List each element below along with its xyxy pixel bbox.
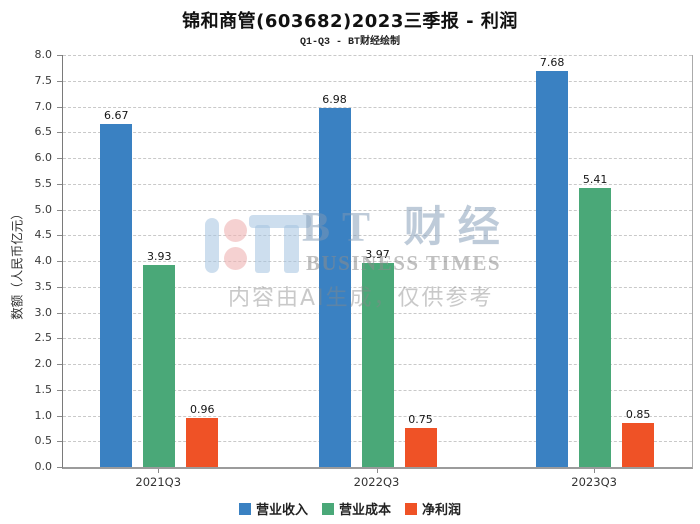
y-tick-label: 5.5 <box>34 176 53 190</box>
chart-title: 锦和商管(603682)2023三季报 - 利润 <box>182 11 518 32</box>
bar-column: 6.67 <box>100 55 133 467</box>
y-tick-mark <box>57 132 62 134</box>
bar-value-label: 6.67 <box>103 108 129 122</box>
bar-column: 0.75 <box>404 55 437 467</box>
bar-2021q3 <box>143 264 176 467</box>
x-tick-mark <box>158 469 160 473</box>
chart-subtitle: Q1-Q3 - BT财经绘制 <box>299 37 400 48</box>
gridline <box>63 183 692 185</box>
y-tick-label: 1.5 <box>34 382 53 396</box>
y-tick-mark <box>57 389 62 391</box>
y-tick-mark <box>57 441 62 443</box>
bar-2022q3 <box>361 262 394 467</box>
bar-value-label: 0.96 <box>189 402 215 416</box>
bar-value-label: 7.68 <box>539 56 565 70</box>
y-tick-mark <box>57 55 62 56</box>
y-tick-label: 5.0 <box>34 202 53 216</box>
y-tick-mark <box>57 364 62 365</box>
legend-swatch-cost <box>321 502 334 515</box>
legend-label: 净利润 <box>422 503 462 518</box>
y-tick-label: 8.0 <box>34 48 53 61</box>
legend: 营业收入 营业成本 净利润 <box>0 499 700 518</box>
gridline <box>63 106 692 108</box>
legend-item-cost: 营业成本 <box>321 499 391 518</box>
y-tick-label: 3.0 <box>34 305 53 319</box>
bar-2023q3 <box>622 423 655 467</box>
bar-2021q3 <box>186 417 219 467</box>
bar-value-label: 3.93 <box>146 249 172 263</box>
bar-2022q3 <box>404 428 437 467</box>
gridline <box>63 235 692 237</box>
bar-2021q3 <box>100 123 133 467</box>
bar-value-label: 0.75 <box>408 413 433 427</box>
y-tick-mark <box>57 209 62 211</box>
bar-column: 7.68 <box>536 55 569 467</box>
legend-item-net-profit: 净利润 <box>405 499 461 518</box>
bar-group-2023q3: 7.68 5.41 0.85 <box>536 55 655 467</box>
bar-column: 0.85 <box>622 55 655 467</box>
y-tick-mark <box>57 235 62 237</box>
gridline <box>63 158 692 159</box>
bar-column: 3.97 <box>361 55 394 467</box>
x-tick-label: 2023Q3 <box>571 475 617 489</box>
x-tick-mark <box>376 469 378 473</box>
y-tick-mark <box>57 312 62 314</box>
y-tick-label: 0.5 <box>34 434 53 448</box>
y-tick-label: 6.0 <box>34 151 53 164</box>
y-tick-mark <box>57 286 62 288</box>
legend-swatch-net-profit <box>405 502 417 515</box>
bar-value-label: 0.85 <box>625 408 651 422</box>
bar-2023q3 <box>579 188 612 467</box>
y-tick-mark <box>57 106 62 108</box>
bar-column: 3.93 <box>143 55 176 467</box>
legend-item-revenue: 营业收入 <box>238 499 308 518</box>
bar-column: 6.98 <box>318 55 351 467</box>
bar-2023q3 <box>536 71 569 467</box>
y-tick-label: 2.0 <box>34 357 53 370</box>
gridline <box>63 261 692 262</box>
bar-value-label: 3.97 <box>365 247 390 261</box>
legend-swatch-revenue <box>238 502 251 515</box>
y-tick-label: 4.5 <box>34 228 53 242</box>
gridline <box>63 132 692 134</box>
bar-value-label: 6.98 <box>322 92 347 106</box>
y-tick-label: 7.0 <box>34 99 53 113</box>
y-tick-label: 4.0 <box>34 254 53 267</box>
y-tick-label: 6.5 <box>34 125 53 139</box>
x-tick-mark <box>594 469 596 473</box>
y-tick-label: 3.5 <box>34 279 53 293</box>
x-tick-label: 2022Q3 <box>353 475 400 489</box>
y-axis: 0.0 0.5 1.0 1.5 2.0 2.5 3.0 3.5 4.0 4.5 5.0 5.5 6.0 6… <box>0 49 62 473</box>
y-tick-label: 0.0 <box>34 460 53 473</box>
gridline <box>63 80 692 82</box>
plot-area: 6.67 3.93 0.96 6.98 3.97 0.75 7.68 5.41 0.85 <box>62 55 693 469</box>
y-tick-mark <box>57 261 62 262</box>
y-tick-mark <box>57 338 62 340</box>
gridline <box>63 209 692 211</box>
x-tick-label: 2021Q3 <box>135 475 182 489</box>
bar-2022q3 <box>318 107 351 467</box>
y-tick-mark <box>57 467 62 468</box>
bar-group-2021q3: 6.67 3.93 0.96 <box>100 55 219 467</box>
bar-value-label: 5.41 <box>582 173 608 187</box>
bar-column: 0.96 <box>186 55 219 467</box>
y-tick-label: 2.5 <box>34 331 53 345</box>
y-tick-mark <box>57 183 62 185</box>
bar-column: 5.41 <box>579 55 612 467</box>
y-tick-mark <box>57 415 62 417</box>
y-tick-label: 1.0 <box>34 408 53 422</box>
gridline <box>63 55 692 56</box>
bar-group-2022q3: 6.98 3.97 0.75 <box>318 55 437 467</box>
y-tick-mark <box>57 80 62 82</box>
y-tick-label: 7.5 <box>34 73 53 87</box>
legend-label: 营业收入 <box>255 503 308 518</box>
y-tick-mark <box>57 158 62 159</box>
legend-label: 营业成本 <box>338 503 391 518</box>
